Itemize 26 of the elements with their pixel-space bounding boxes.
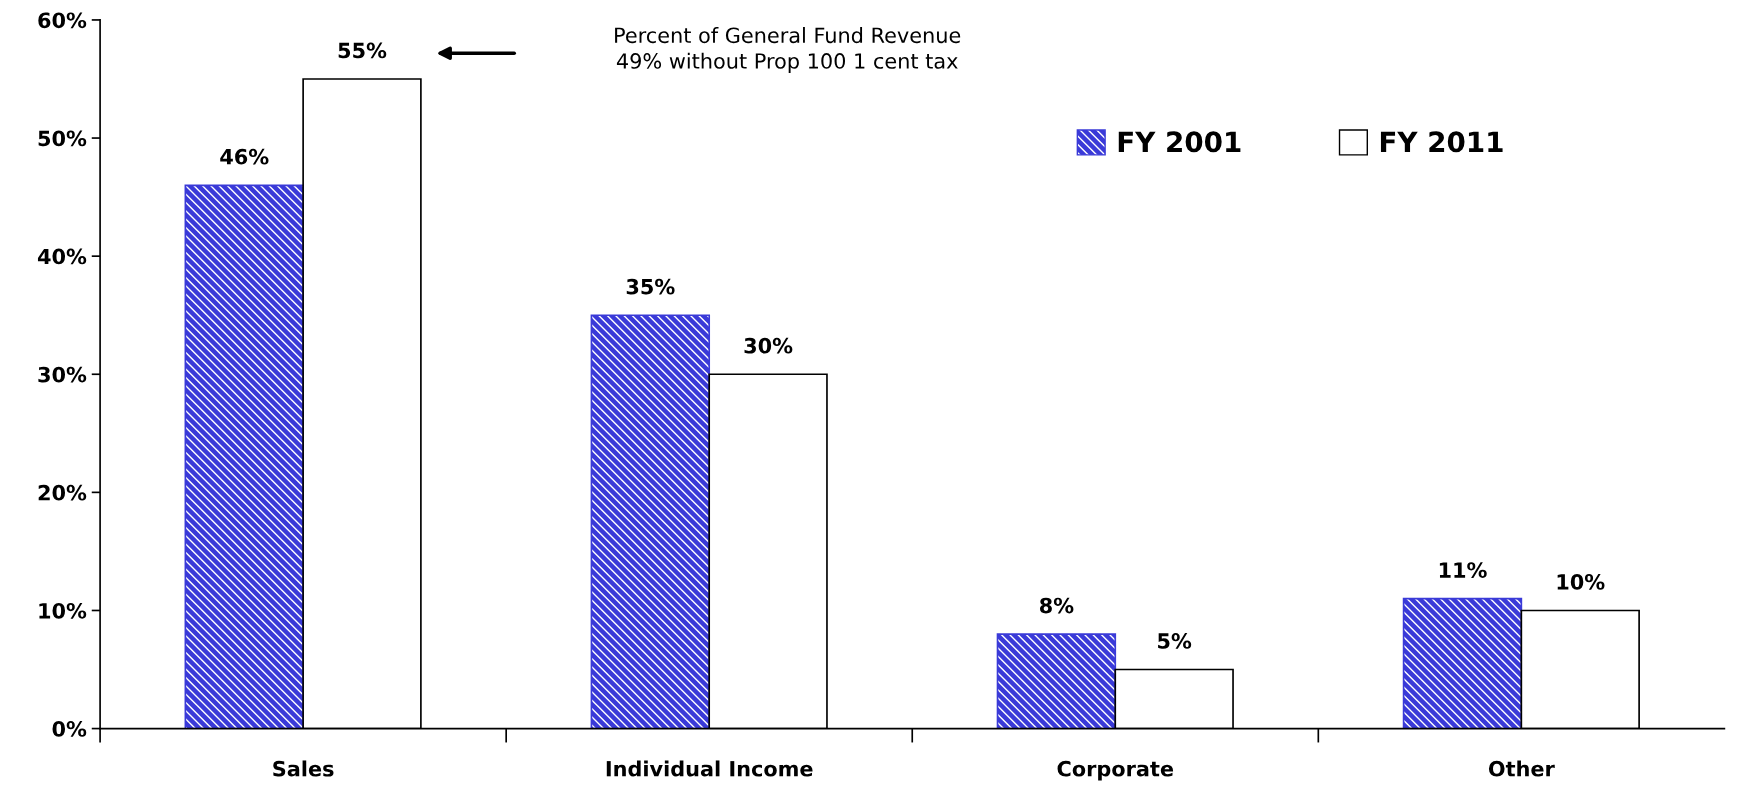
y-tick-label: 10% [39, 602, 87, 619]
y-tick-label: 50% [38, 130, 87, 147]
x-tick-label: Sales [273, 760, 334, 777]
y-tick-label: 20% [38, 484, 87, 501]
data-label: 8% [1039, 597, 1074, 614]
data-label: 55% [338, 42, 387, 59]
bar [996, 633, 1117, 729]
x-tick-label: Other [1488, 760, 1555, 777]
legend-label: FY 2011 [1380, 131, 1503, 153]
x-tick-label: Corporate [1057, 760, 1174, 781]
data-label: 10% [1557, 574, 1605, 590]
data-label: 46% [220, 148, 269, 165]
data-label: 5% [1158, 633, 1192, 649]
bar [184, 184, 304, 729]
y-tick-label: 40% [37, 248, 87, 265]
bar [1402, 597, 1523, 729]
x-tick-label: Individual Income [606, 760, 813, 777]
data-label: 30% [744, 337, 793, 354]
bar [590, 314, 711, 729]
y-tick-label: 0% [52, 721, 87, 737]
data-label: 35% [626, 278, 675, 295]
data-label: 11% [1439, 562, 1487, 578]
y-tick-label: 60% [38, 12, 87, 29]
legend-label: FY 2001 [1118, 131, 1241, 153]
annotation: Percent of General Fund Revenue 49% without Prop 100 1 cent tax [615, 27, 961, 73]
y-tick-label: 30% [38, 366, 87, 383]
